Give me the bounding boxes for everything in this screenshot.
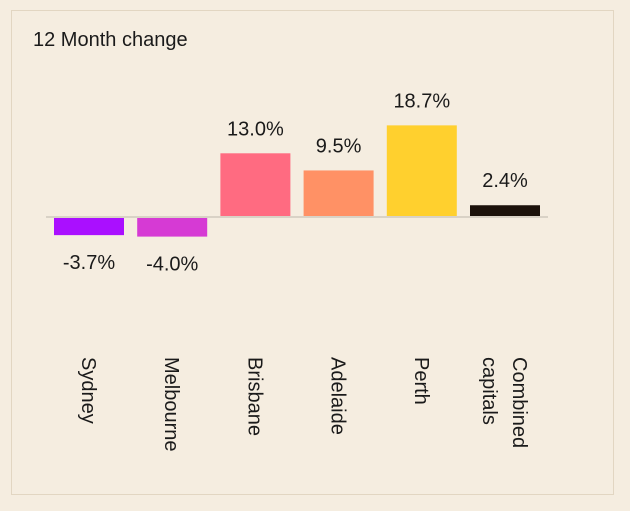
- category-label-adelaide: Adelaide: [327, 357, 349, 435]
- bar-sydney: [54, 217, 124, 236]
- chart-title: 12 Month change: [33, 29, 188, 51]
- category-label-perth: Perth: [410, 357, 432, 405]
- chart-card: [11, 10, 614, 495]
- category-label-combined-capitals-line-2: capitals: [478, 357, 500, 425]
- value-label-sydney: -3.7%: [63, 252, 115, 274]
- category-label-melbourne: Melbourne: [160, 357, 182, 452]
- bar-perth: [386, 125, 457, 217]
- value-label-brisbane: 13.0%: [227, 118, 284, 140]
- bar-adelaide: [303, 170, 374, 217]
- category-label-sydney: Sydney: [77, 357, 99, 424]
- value-label-melbourne: -4.0%: [146, 254, 198, 276]
- bar-melbourne: [137, 217, 208, 237]
- category-label-brisbane: Brisbane: [243, 357, 265, 436]
- value-label-perth: 18.7%: [393, 90, 450, 112]
- bar-combined-capitals: [470, 205, 540, 217]
- bar-brisbane: [220, 153, 291, 217]
- category-label-combined-capitals-line-1: Combined: [508, 357, 530, 448]
- value-label-adelaide: 9.5%: [316, 135, 362, 157]
- value-label-combined-capitals: 2.4%: [482, 170, 528, 192]
